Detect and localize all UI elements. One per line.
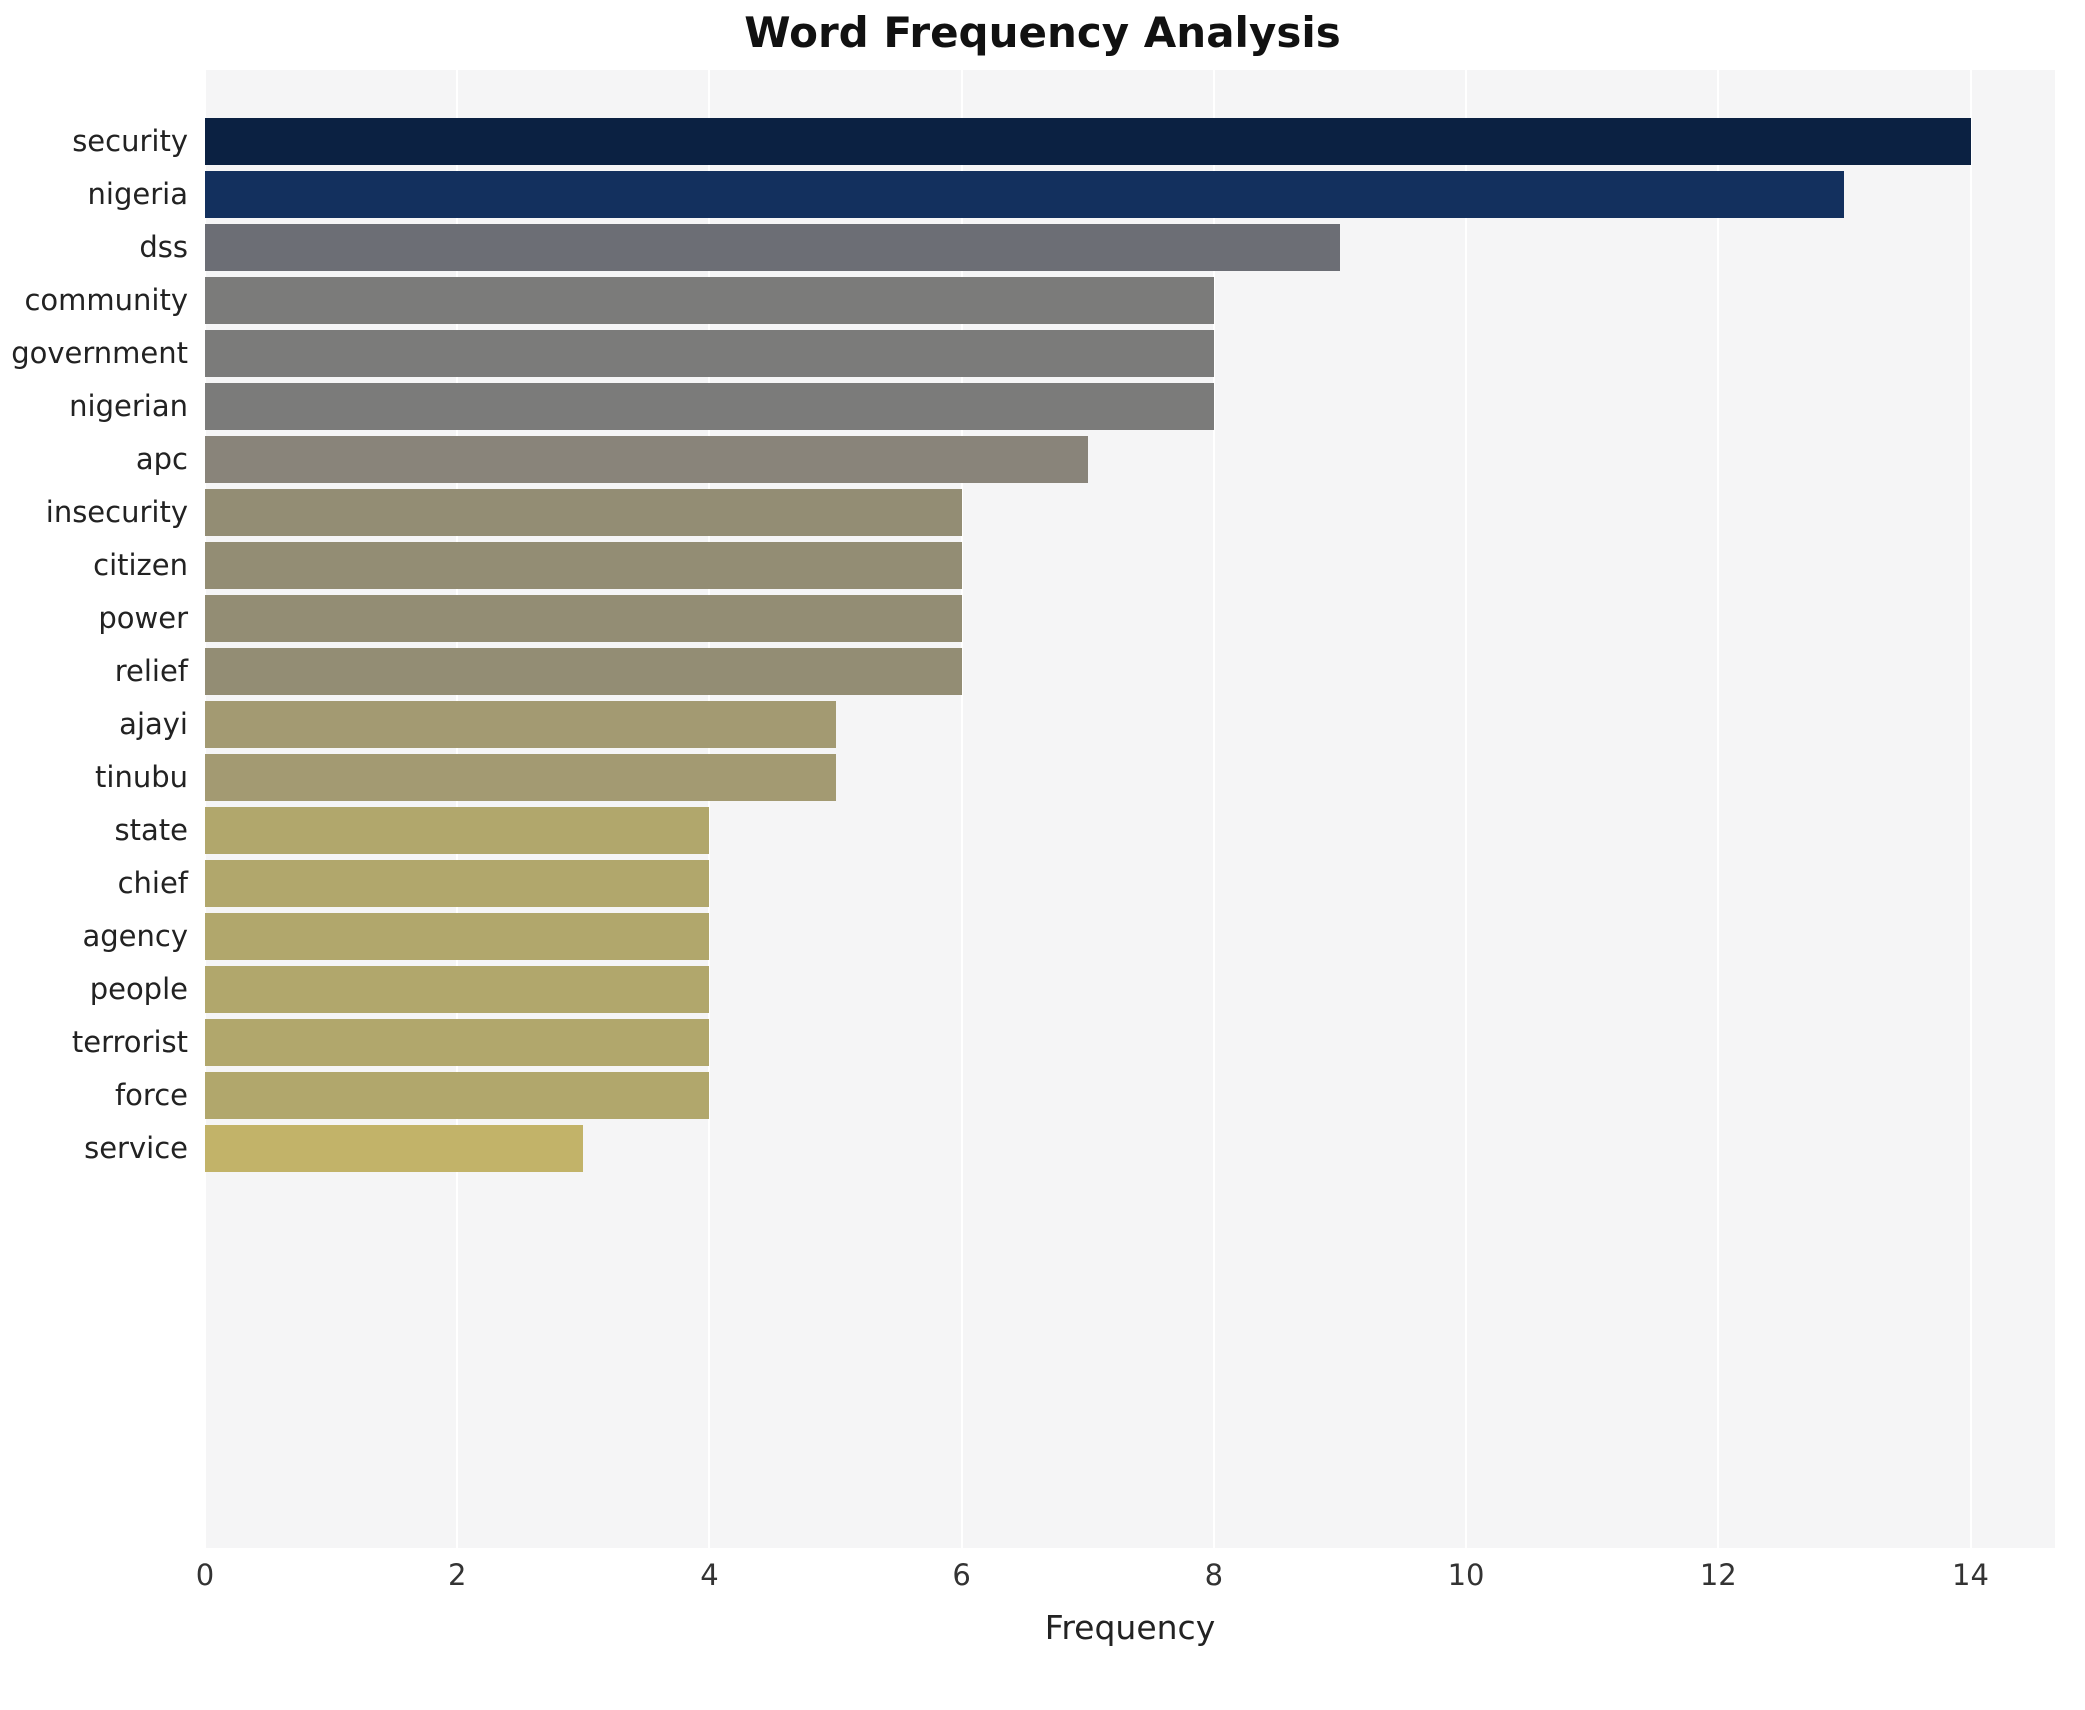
- bar-label: relief: [114, 654, 188, 688]
- bar-row: ajayi: [0, 698, 2085, 751]
- bar-row: people: [0, 963, 2085, 1016]
- bar-label: agency: [82, 919, 188, 953]
- x-tick-label: 8: [1204, 1558, 1224, 1592]
- bar: [205, 118, 1971, 165]
- x-axis-label: Frequency: [1044, 1608, 1216, 1647]
- bar-row: insecurity: [0, 486, 2085, 539]
- bar: [205, 701, 836, 748]
- bar-label: tinubu: [95, 760, 188, 794]
- bar-row: chief: [0, 857, 2085, 910]
- bar-row: tinubu: [0, 751, 2085, 804]
- bar: [205, 966, 710, 1013]
- bar: [205, 489, 962, 536]
- gridline: [1212, 70, 1215, 1548]
- bar-label: security: [72, 124, 188, 158]
- bar-row: community: [0, 274, 2085, 327]
- bar: [205, 913, 710, 960]
- bar-row: state: [0, 804, 2085, 857]
- bar-label: chief: [117, 866, 188, 900]
- bar: [205, 330, 1214, 377]
- bar: [205, 383, 1214, 430]
- x-tick-label: 6: [952, 1558, 971, 1592]
- bar: [205, 277, 1214, 324]
- bar-label: force: [114, 1078, 188, 1112]
- bar-label: nigeria: [87, 177, 188, 211]
- gridline: [1717, 70, 1720, 1548]
- gridline: [960, 70, 963, 1548]
- bar-row: service: [0, 1122, 2085, 1175]
- bar-row: relief: [0, 645, 2085, 698]
- bar: [205, 436, 1088, 483]
- x-axis-ticks: 0 2 4 6 8 10 12 14: [196, 1558, 2055, 1598]
- bar-label: insecurity: [45, 495, 188, 529]
- x-tick-label: 0: [195, 1558, 215, 1592]
- bar: [205, 171, 1845, 218]
- gridline: [1969, 70, 1972, 1548]
- bar-row: nigeria: [0, 168, 2085, 221]
- bar-label: terrorist: [71, 1025, 188, 1059]
- bar-row: terrorist: [0, 1016, 2085, 1069]
- bar-label: dss: [139, 230, 188, 264]
- bar-row: dss: [0, 221, 2085, 274]
- gridline: [1465, 70, 1468, 1548]
- bars-container: security nigeria dss community government nig…: [0, 70, 2085, 1548]
- bar-row: apc: [0, 433, 2085, 486]
- bar: [205, 860, 710, 907]
- bar: [205, 1125, 584, 1172]
- x-tick-label: 12: [1699, 1558, 1737, 1592]
- x-tick-label: 14: [1952, 1558, 1989, 1592]
- bar-row: force: [0, 1069, 2085, 1122]
- bar-label: community: [24, 283, 188, 317]
- bar: [205, 595, 962, 642]
- bar: [205, 1072, 710, 1119]
- x-tick-label: 2: [447, 1558, 467, 1592]
- bar: [205, 542, 962, 589]
- bar: [205, 1019, 710, 1066]
- bar-label: citizen: [93, 548, 188, 582]
- bar-label: state: [114, 813, 188, 847]
- bar-label: nigerian: [69, 389, 188, 423]
- bar-row: security: [0, 115, 2085, 168]
- gridline: [708, 70, 711, 1548]
- bar-row: power: [0, 592, 2085, 645]
- x-tick-label: 4: [700, 1558, 719, 1592]
- bar-row: government: [0, 327, 2085, 380]
- bar-label: power: [98, 601, 188, 635]
- bar-label: ajayi: [119, 707, 188, 741]
- x-tick-label: 10: [1447, 1558, 1485, 1592]
- bar: [205, 224, 1340, 271]
- chart-title: Word Frequency Analysis: [744, 8, 1341, 57]
- bar: [205, 754, 836, 801]
- bar-label: government: [11, 336, 188, 370]
- bar: [205, 648, 962, 695]
- bar-row: nigerian: [0, 380, 2085, 433]
- bar: [205, 807, 710, 854]
- bar-row: citizen: [0, 539, 2085, 592]
- bar-label: service: [84, 1131, 188, 1165]
- bar-label: people: [89, 972, 188, 1006]
- bar-label: apc: [135, 442, 188, 476]
- bar-row: agency: [0, 910, 2085, 963]
